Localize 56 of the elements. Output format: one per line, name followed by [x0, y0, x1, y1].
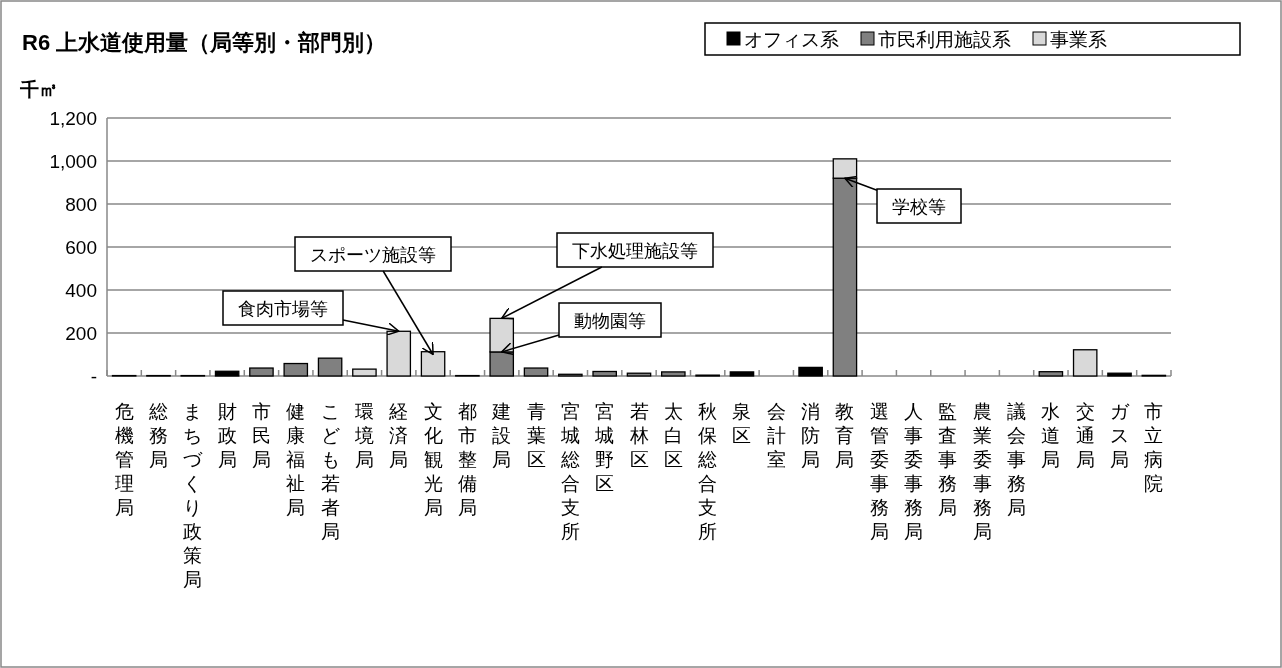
- x-tick-label: 宮城総合支所: [559, 401, 580, 542]
- x-tick-label: 財政局: [217, 401, 237, 470]
- x-tick-label: 交通局: [1075, 401, 1095, 470]
- x-tick-label: 総務局: [147, 401, 168, 470]
- y-axis-title: 千㎥: [19, 79, 58, 100]
- chart-title: R6 上水道使用量（局等別・部門別）: [22, 30, 387, 55]
- annotation: 食肉市場等: [238, 299, 328, 319]
- bar: [352, 368, 377, 377]
- x-tick-label: 人事委事務局: [904, 401, 924, 542]
- x-tick-label: 議会事務局: [1007, 401, 1027, 518]
- x-tick-label: 健康福祉局: [286, 401, 306, 518]
- x-tick-label: 市民局: [251, 401, 271, 470]
- x-tick-label: 秋保総合支所: [697, 401, 718, 542]
- annotation: 下水処理施設等: [572, 241, 698, 261]
- x-tick-label: 消防局: [801, 401, 821, 470]
- x-tick-label: 文化観光局: [423, 401, 443, 518]
- x-tick-label: 太白区: [663, 401, 683, 470]
- x-tick-label: 宮城野区: [594, 401, 615, 494]
- bar: [729, 371, 755, 377]
- x-tick-label: 教育局: [835, 401, 855, 470]
- x-tick-label: 市立病院: [1144, 401, 1164, 494]
- annotation: 食肉市場等: [222, 290, 400, 336]
- x-tick-label: まちづくり政策局: [183, 401, 204, 590]
- y-tick-label: 200: [65, 323, 97, 344]
- bar: [214, 370, 240, 377]
- annotation: 学校等: [844, 175, 962, 224]
- x-tick-label: 農業委事務局: [972, 401, 992, 542]
- legend-label: 市民利用施設系: [878, 29, 1011, 50]
- y-tick-label: 600: [65, 237, 97, 258]
- x-tick-label: 若林区: [628, 401, 649, 470]
- x-tick-label: 建設局: [491, 401, 512, 470]
- x-tick-label: 環境局: [353, 401, 374, 470]
- x-tick-label: 危機管理局: [114, 401, 134, 518]
- bar: [1072, 349, 1098, 377]
- x-tick-label: ガス局: [1110, 401, 1131, 470]
- y-tick-label: 1,000: [49, 151, 97, 172]
- x-tick-label: 水道局: [1041, 401, 1061, 470]
- bar: [1107, 372, 1132, 377]
- x-tick-label: 都市整備局: [457, 401, 477, 518]
- legend-label: 事業系: [1050, 29, 1107, 50]
- bar: [386, 330, 412, 377]
- y-tick-label: 1,200: [49, 108, 97, 129]
- y-tick-label: -: [90, 366, 97, 387]
- bar: [798, 366, 823, 377]
- x-tick-label: 選管委事務局: [869, 401, 889, 542]
- y-tick-label: 800: [65, 194, 97, 215]
- x-tick-label: こども若者局: [320, 401, 340, 542]
- x-tick-label: 経済局: [388, 401, 409, 470]
- x-tick-label: 会計室: [766, 401, 786, 470]
- x-tick-label: 青葉区: [526, 401, 546, 470]
- legend-label: オフィス系: [744, 29, 839, 50]
- x-tick-label: 監査事務局: [938, 401, 958, 518]
- y-tick-label: 400: [65, 280, 97, 301]
- x-tick-label: 泉区: [732, 401, 752, 446]
- annotation: スポーツ施設等: [310, 245, 436, 265]
- annotation: 学校等: [892, 197, 946, 217]
